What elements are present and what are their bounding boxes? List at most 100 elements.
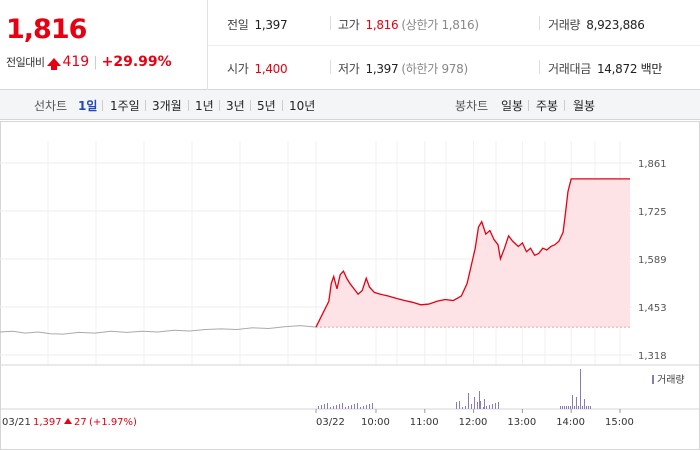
prev-day-change: 27 xyxy=(74,417,87,428)
tab-weekly-candle[interactable]: 주봉 xyxy=(536,99,559,113)
divider xyxy=(539,60,540,74)
volume-bar xyxy=(483,407,484,409)
y-tick-label: 1,589 xyxy=(638,255,667,266)
volume-bar xyxy=(477,402,478,409)
stat-trade-value: 거래대금 14,872 백만 xyxy=(548,60,662,77)
price-summary: 1,816 전일대비 419 | +29.99% xyxy=(0,0,208,90)
x-tick-label: 11:00 xyxy=(410,417,439,428)
volume-bar xyxy=(459,401,460,409)
volume-bar xyxy=(486,406,487,409)
divider xyxy=(564,100,565,111)
today-area xyxy=(316,178,630,328)
chart-period-tabbar: 선차트 1일 1주일 3개월 1년 3년 5년 10년 봉차트 일봉 주봉 월봉 xyxy=(0,90,700,120)
up-arrow-icon xyxy=(47,58,62,70)
volume-bar xyxy=(456,402,457,409)
volume-bar xyxy=(495,403,496,409)
stat-label: 거래량 xyxy=(548,18,581,32)
divider xyxy=(330,60,331,74)
y-tick-label: 1,725 xyxy=(638,207,667,218)
stat-note: (하한가 978) xyxy=(401,62,468,76)
price-chart-svg: 1,861 1,725 1,589 1,453 1,318 거래량 03/22 10:00 11… xyxy=(0,121,700,450)
intraday-chart: 1,861 1,725 1,589 1,453 1,318 거래량 03/22 10:00 11… xyxy=(0,121,700,450)
stat-label: 고가 xyxy=(338,18,360,32)
volume-bar xyxy=(465,406,466,409)
volume-legend-label: 거래량 xyxy=(657,374,685,386)
prev-day-up-icon xyxy=(64,418,72,424)
stat-label: 시가 xyxy=(227,62,249,76)
change-percent: +29.99% xyxy=(101,54,172,70)
change-row: 전일대비 419 | +29.99% xyxy=(6,54,172,70)
volume-bar xyxy=(336,405,337,409)
volume-bar xyxy=(351,405,352,409)
volume-bar xyxy=(342,403,343,409)
volume-bar xyxy=(564,406,565,409)
volume-bar xyxy=(492,404,493,409)
x-tick-label: 13:00 xyxy=(507,417,536,428)
divider xyxy=(282,100,283,111)
tab-5y[interactable]: 5년 xyxy=(257,99,276,113)
stat-label: 거래대금 xyxy=(548,62,591,76)
volume-bar xyxy=(363,406,364,409)
divider xyxy=(219,100,220,111)
stat-label: 전일 xyxy=(227,18,249,32)
stat-prev-close: 전일 1,397 xyxy=(227,16,288,33)
tab-1y[interactable]: 1년 xyxy=(195,99,214,113)
volume-bar xyxy=(566,406,567,409)
stat-volume: 거래량 8,923,886 xyxy=(548,16,645,33)
volume-bar xyxy=(489,405,490,409)
y-tick-label: 1,453 xyxy=(638,303,667,314)
tab-3y[interactable]: 3년 xyxy=(226,99,245,113)
stat-high: 고가 1,816 (상한가 1,816) xyxy=(338,16,479,33)
today-series xyxy=(315,178,630,328)
volume-bar xyxy=(327,403,328,409)
volume-bar xyxy=(568,406,569,409)
divider xyxy=(539,16,540,30)
quote-header: 1,816 전일대비 419 | +29.99% 전일 1,397 고가 1,816 (상한… xyxy=(0,0,700,90)
x-tick-label: 03/22 xyxy=(316,417,345,428)
volume-bar xyxy=(578,406,579,409)
stat-value: 8,923,886 xyxy=(586,18,645,32)
volume-bar xyxy=(471,404,472,409)
volume-bar xyxy=(480,401,481,409)
volume-bar xyxy=(562,406,563,409)
volume-bar xyxy=(588,406,589,409)
volume-bar xyxy=(333,406,334,409)
divider xyxy=(102,100,103,111)
divider xyxy=(528,100,529,111)
x-tick-label: 15:00 xyxy=(605,417,634,428)
tab-10y[interactable]: 10년 xyxy=(289,99,316,113)
divider xyxy=(145,100,146,111)
tab-monthly-candle[interactable]: 월봉 xyxy=(573,99,596,113)
volume-bar xyxy=(357,403,358,409)
divider xyxy=(188,100,189,111)
line-chart-label: 선차트 xyxy=(34,99,68,113)
volume-bar xyxy=(576,397,577,409)
prev-day-close: 1,397 xyxy=(33,417,62,428)
prev-day-series xyxy=(0,325,317,335)
tab-1d[interactable]: 1일 xyxy=(78,99,98,113)
stat-open: 시가 1,400 xyxy=(227,60,288,77)
volume-bar xyxy=(474,397,475,409)
x-tick-label: 12:00 xyxy=(459,417,488,428)
tab-daily-candle[interactable]: 일봉 xyxy=(501,99,524,113)
stat-value: 1,397 xyxy=(254,18,288,32)
volume-bar xyxy=(462,407,463,409)
volume-bar xyxy=(345,407,346,409)
divider xyxy=(330,16,331,30)
volume-bar xyxy=(321,405,322,409)
volume-bar xyxy=(479,391,480,409)
volume-legend-swatch xyxy=(652,375,654,384)
divider xyxy=(208,45,700,46)
volume-bar xyxy=(484,399,485,409)
stat-low: 저가 1,397 (하한가 978) xyxy=(338,60,468,77)
volume-bar xyxy=(330,407,331,409)
divider xyxy=(250,100,251,111)
tab-1w[interactable]: 1주일 xyxy=(110,99,140,113)
tab-3m[interactable]: 3개월 xyxy=(152,99,182,113)
volume-bar xyxy=(570,406,571,409)
volume-bar xyxy=(582,406,583,409)
volume-bar xyxy=(590,406,591,409)
volume-bar xyxy=(324,404,325,409)
stat-value: 14,872 백만 xyxy=(596,62,663,76)
volume-bar xyxy=(586,406,587,409)
